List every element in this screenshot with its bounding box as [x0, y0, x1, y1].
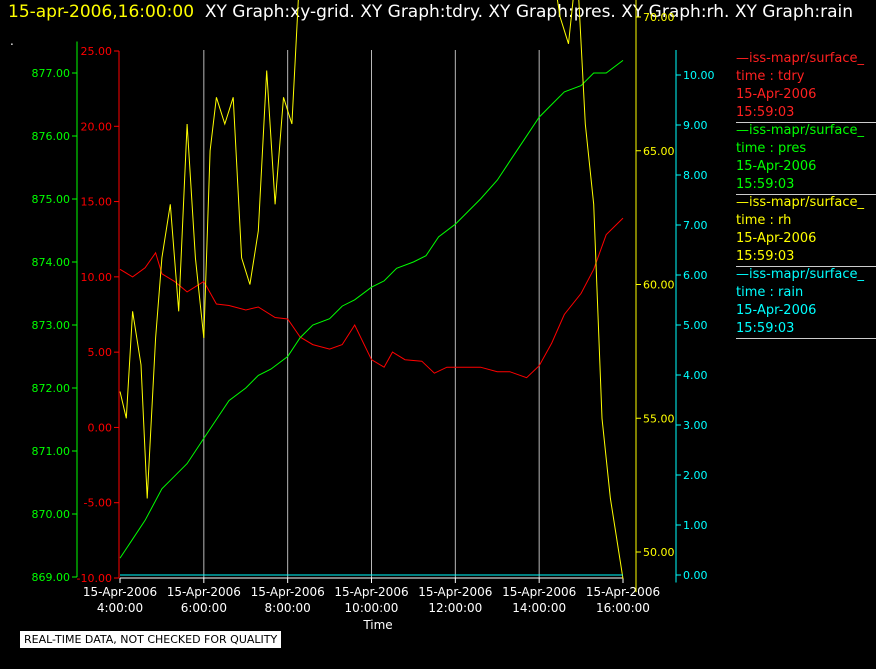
pres-tick-label: 871.00 [32, 445, 71, 458]
rh-tick-label: 60.00 [643, 279, 675, 292]
legend-divider [736, 194, 876, 195]
rain-tick-label: 6.00 [683, 269, 708, 282]
pres-tick-label: 873.00 [32, 319, 71, 332]
tdry-tick-label: 10.00 [81, 271, 113, 284]
tdry-tick-label: 15.00 [81, 196, 113, 209]
rain-tick-label: 8.00 [683, 169, 708, 182]
dot-mark: . [10, 34, 14, 48]
tdry-tick-label: 0.00 [88, 421, 113, 434]
pres-tick-label: 869.00 [32, 571, 71, 584]
pres-tick-label: 876.00 [32, 130, 71, 143]
legend-field: time : rh [736, 213, 792, 228]
legend-time: 15:59:03 [736, 249, 795, 264]
pres-tick-label: 870.00 [32, 508, 71, 521]
x-tick-label-date: 15-Apr-2006 [83, 585, 157, 599]
legend-time: 15:59:03 [736, 321, 795, 336]
rain-tick-label: 9.00 [683, 119, 708, 132]
rain-tick-label: 3.00 [683, 419, 708, 432]
legend-divider [736, 338, 876, 339]
legend-date: 15-Apr-2006 [736, 87, 817, 102]
legend-date: 15-Apr-2006 [736, 303, 817, 318]
legend-date: 15-Apr-2006 [736, 159, 817, 174]
pres-tick-label: 877.00 [32, 67, 71, 80]
legend-divider [736, 266, 876, 267]
x-tick-label-time: 10:00:00 [345, 601, 399, 615]
legend-entry: —iss-mapr/surface_time : rain 15-Apr-2006… [736, 266, 876, 339]
legend-time: 15:59:03 [736, 177, 795, 192]
tdry-tick-label: 5.00 [88, 346, 113, 359]
x-axis-label: Time [362, 618, 392, 632]
legend-field: time : rain [736, 285, 804, 300]
x-tick-label-date: 15-Apr-2006 [334, 585, 408, 599]
rain-tick-label: 1.00 [683, 519, 708, 532]
legend-header: —iss-mapr/surface_ [736, 123, 865, 138]
legend-date: 15-Apr-2006 [736, 231, 817, 246]
legend-entry: —iss-mapr/surface_time : rh 15-Apr-2006 15… [736, 194, 876, 267]
rain-tick-label: 10.00 [683, 69, 715, 82]
legend-entry: —iss-mapr/surface_time : tdry 15-Apr-2006… [736, 50, 876, 123]
x-tick-label-time: 8:00:00 [265, 601, 311, 615]
rain-tick-label: 5.00 [683, 319, 708, 332]
x-tick-label-date: 15-Apr-2006 [167, 585, 241, 599]
chart-title: 15-apr-2006,16:00:00 XY Graph:xy-grid. X… [8, 2, 853, 22]
x-tick-label-time: 4:00:00 [97, 601, 143, 615]
x-tick-label-time: 14:00:00 [512, 601, 566, 615]
rh-tick-label: 70.00 [643, 11, 675, 24]
pres-tick-label: 875.00 [32, 193, 71, 206]
x-tick-label-time: 6:00:00 [181, 601, 227, 615]
tdry-tick-label: -10.00 [77, 572, 112, 585]
x-tick-label-date: 15-Apr-2006 [502, 585, 576, 599]
legend-header: —iss-mapr/surface_ [736, 51, 865, 66]
legend-entry: —iss-mapr/surface_time : pres 15-Apr-2006… [736, 122, 876, 195]
x-tick-label-date: 15-Apr-2006 [586, 585, 660, 599]
legend-time: 15:59:03 [736, 105, 795, 120]
rh-tick-label: 50.00 [643, 546, 675, 559]
rain-tick-label: 0.00 [683, 569, 708, 582]
rain-tick-label: 2.00 [683, 469, 708, 482]
tdry-series-line [119, 217, 624, 379]
rain-tick-label: 4.00 [683, 369, 708, 382]
tdry-tick-label: 25.00 [81, 45, 113, 58]
rain-tick-label: 7.00 [683, 219, 708, 232]
legend-header: —iss-mapr/surface_ [736, 267, 865, 282]
rh-tick-label: 65.00 [643, 145, 675, 158]
x-tick-label-date: 15-Apr-2006 [418, 585, 492, 599]
rh-tick-label: 55.00 [643, 412, 675, 425]
pres-tick-label: 874.00 [32, 256, 71, 269]
rh-series-line [119, 0, 624, 579]
legend-divider [736, 122, 876, 123]
x-tick-label-time: 16:00:00 [596, 601, 650, 615]
x-tick-label-time: 12:00:00 [428, 601, 482, 615]
legend-field: time : tdry [736, 69, 805, 84]
pres-tick-label: 872.00 [32, 382, 71, 395]
pres-series-line [119, 60, 624, 559]
tdry-tick-label: 20.00 [81, 120, 113, 133]
x-tick-label-date: 15-Apr-2006 [251, 585, 325, 599]
graph-list: XY Graph:xy-grid. XY Graph:tdry. XY Grap… [204, 2, 854, 22]
legend-field: time : pres [736, 141, 807, 156]
legend-header: —iss-mapr/surface_ [736, 195, 865, 210]
timestamp: 15-apr-2006,16:00:00 [8, 2, 195, 22]
tdry-tick-label: -5.00 [84, 497, 112, 510]
disclaimer-label: REAL-TIME DATA, NOT CHECKED FOR QUALITY [20, 631, 282, 648]
